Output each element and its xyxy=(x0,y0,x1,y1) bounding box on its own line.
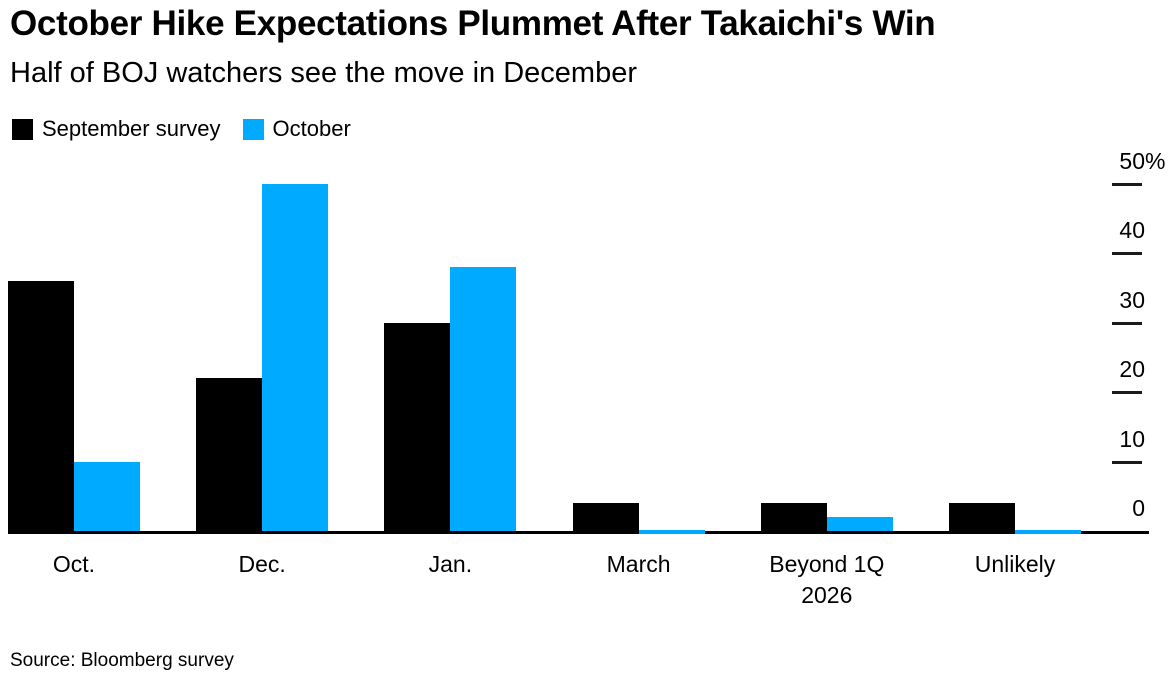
y-tick-label-0: 0 xyxy=(1132,495,1145,521)
bar-october-5 xyxy=(1015,530,1081,534)
legend: September survey October xyxy=(12,116,351,142)
y-tick-label-40: 40 xyxy=(1119,217,1145,244)
y-tick-label-20: 20 xyxy=(1119,356,1145,383)
source-note: Source: Bloomberg survey xyxy=(10,650,234,671)
bar-september-0 xyxy=(8,281,74,531)
bar-september-2 xyxy=(384,322,451,531)
x-tick-label-3: March xyxy=(606,551,671,577)
bar-october-0 xyxy=(74,461,140,531)
y-tick-dash-30 xyxy=(1112,321,1142,325)
y-tick-dash-10 xyxy=(1112,460,1142,464)
october-swatch-icon xyxy=(242,118,264,140)
x-tick-label-2: Jan. xyxy=(428,551,473,577)
y-tick-label-50: 50% xyxy=(1119,148,1166,174)
x-tick-label-5: Unlikely xyxy=(974,551,1056,577)
bar-october-1 xyxy=(262,184,329,531)
chart-subtitle: Half of BOJ watchers see the move in Dec… xyxy=(10,57,637,89)
bar-september-4 xyxy=(760,503,827,531)
bar-october-4 xyxy=(826,517,893,531)
legend-label-september: September survey xyxy=(42,116,221,141)
y-tick-dash-20 xyxy=(1112,391,1142,395)
plot-area: 50% 40 30 20 10 0 Oct. Dec. Jan. March Beyond 1Q 2… xyxy=(0,148,1176,608)
x-tick-label-4: Beyond 1Q 2026 xyxy=(769,551,885,608)
y-tick-dash-40 xyxy=(1112,252,1142,256)
bar-september-3 xyxy=(572,503,639,531)
y-tick-label-30: 30 xyxy=(1119,286,1145,313)
september-swatch-icon xyxy=(12,118,33,140)
legend-item-september: September survey xyxy=(12,116,221,142)
bar-september-5 xyxy=(949,503,1015,531)
x-tick-label-0: Oct. xyxy=(52,551,96,577)
y-tick-label-10: 10 xyxy=(1119,425,1145,452)
bar-october-2 xyxy=(450,267,517,531)
legend-label-october: October xyxy=(272,116,351,141)
legend-item-october: October xyxy=(242,116,351,142)
bar-september-1 xyxy=(196,378,263,531)
x-tick-label-1: Dec. xyxy=(238,551,286,577)
x-axis-line xyxy=(8,531,1149,534)
bar-october-3 xyxy=(638,530,705,534)
chart-title: October Hike Expectations Plummet After … xyxy=(10,4,936,43)
y-tick-dash-50 xyxy=(1112,183,1142,186)
